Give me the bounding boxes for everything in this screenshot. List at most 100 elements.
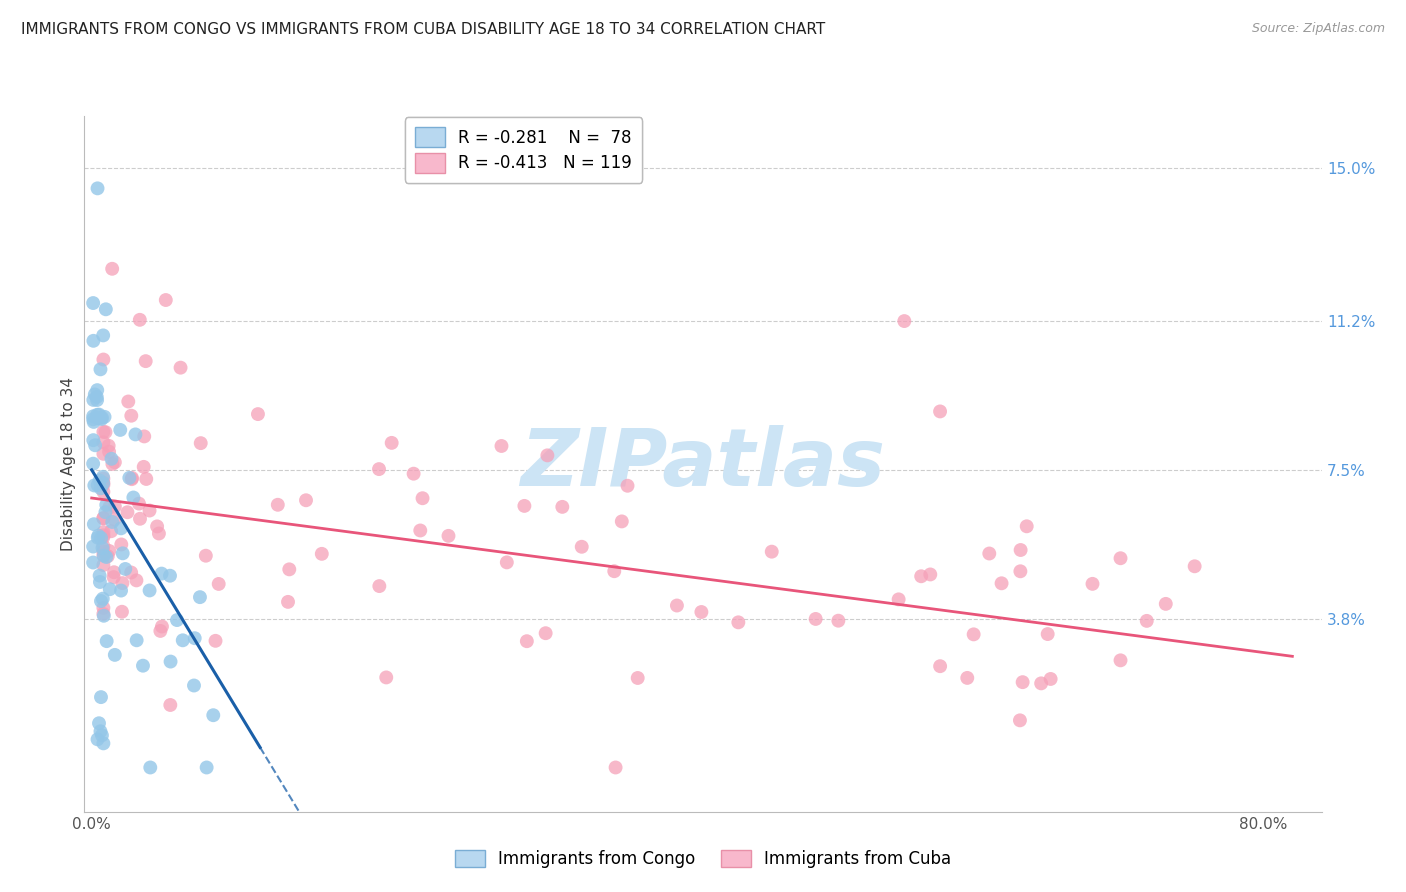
Point: [93, 539, 115, 553]
Point: [368, 579, 391, 593]
Point: [87, 411, 110, 425]
Point: [124, 427, 146, 442]
Point: [551, 500, 574, 514]
Point: [110, 537, 132, 551]
Point: [87, 529, 110, 543]
Point: [246, 407, 269, 421]
Point: [139, 760, 162, 774]
Point: [1031, 676, 1053, 690]
Text: IMMIGRANTS FROM CONGO VS IMMIGRANTS FROM CUBA DISABILITY AGE 18 TO 34 CORRELATIO: IMMIGRANTS FROM CONGO VS IMMIGRANTS FROM…: [21, 22, 825, 37]
Point: [534, 626, 557, 640]
Point: [1184, 559, 1206, 574]
Point: [208, 577, 231, 591]
Point: [887, 592, 910, 607]
Point: [82, 409, 104, 424]
Point: [135, 354, 157, 368]
Point: [93, 352, 115, 367]
Point: [86, 732, 108, 747]
Point: [311, 547, 333, 561]
Text: ZIPatlas: ZIPatlas: [520, 425, 886, 503]
Point: [1011, 675, 1033, 690]
Point: [159, 655, 181, 669]
Point: [86, 392, 108, 407]
Point: [110, 423, 132, 437]
Point: [93, 409, 115, 424]
Point: [910, 569, 932, 583]
Point: [91, 476, 114, 491]
Point: [129, 512, 152, 526]
Point: [93, 484, 115, 499]
Point: [87, 408, 110, 422]
Point: [82, 392, 104, 407]
Point: [97, 439, 120, 453]
Point: [90, 412, 112, 426]
Point: [94, 425, 117, 439]
Point: [89, 362, 111, 376]
Point: [138, 583, 160, 598]
Point: [114, 562, 136, 576]
Point: [149, 624, 172, 638]
Point: [437, 529, 460, 543]
Point: [93, 524, 115, 539]
Point: [87, 531, 110, 545]
Point: [83, 387, 105, 401]
Point: [128, 497, 150, 511]
Point: [172, 633, 194, 648]
Point: [1010, 543, 1032, 558]
Point: [93, 736, 115, 750]
Point: [84, 438, 107, 452]
Point: [183, 631, 205, 645]
Y-axis label: Disability Age 18 to 34: Disability Age 18 to 34: [60, 376, 76, 551]
Point: [91, 541, 114, 555]
Point: [159, 568, 181, 582]
Point: [412, 491, 434, 506]
Point: [409, 524, 432, 538]
Point: [91, 328, 114, 343]
Point: [87, 716, 110, 731]
Point: [86, 383, 108, 397]
Point: [104, 648, 127, 662]
Point: [104, 500, 127, 514]
Point: [82, 433, 104, 447]
Point: [94, 505, 117, 519]
Legend: Immigrants from Congo, Immigrants from Cuba: Immigrants from Congo, Immigrants from C…: [449, 843, 957, 875]
Point: [375, 670, 398, 684]
Point: [111, 576, 134, 591]
Point: [1081, 577, 1104, 591]
Point: [267, 498, 290, 512]
Point: [117, 505, 139, 519]
Point: [96, 634, 118, 648]
Point: [491, 439, 513, 453]
Point: [121, 472, 143, 486]
Point: [202, 708, 225, 723]
Point: [101, 457, 124, 471]
Point: [120, 409, 142, 423]
Point: [277, 595, 299, 609]
Point: [929, 404, 952, 418]
Point: [86, 181, 108, 195]
Point: [1136, 614, 1159, 628]
Point: [93, 475, 115, 490]
Point: [121, 471, 143, 485]
Point: [169, 360, 191, 375]
Point: [605, 760, 627, 774]
Legend: R = -0.281    N =  78, R = -0.413   N = 119: R = -0.281 N = 78, R = -0.413 N = 119: [405, 118, 643, 183]
Point: [368, 462, 391, 476]
Point: [1008, 714, 1031, 728]
Point: [495, 555, 517, 569]
Point: [516, 634, 538, 648]
Point: [94, 302, 117, 317]
Point: [402, 467, 425, 481]
Point: [1109, 653, 1132, 667]
Point: [93, 548, 115, 562]
Point: [90, 531, 112, 545]
Point: [91, 591, 114, 606]
Point: [616, 479, 638, 493]
Point: [118, 471, 141, 485]
Point: [82, 457, 104, 471]
Point: [138, 503, 160, 517]
Point: [990, 576, 1012, 591]
Point: [100, 451, 122, 466]
Point: [82, 556, 104, 570]
Point: [920, 567, 942, 582]
